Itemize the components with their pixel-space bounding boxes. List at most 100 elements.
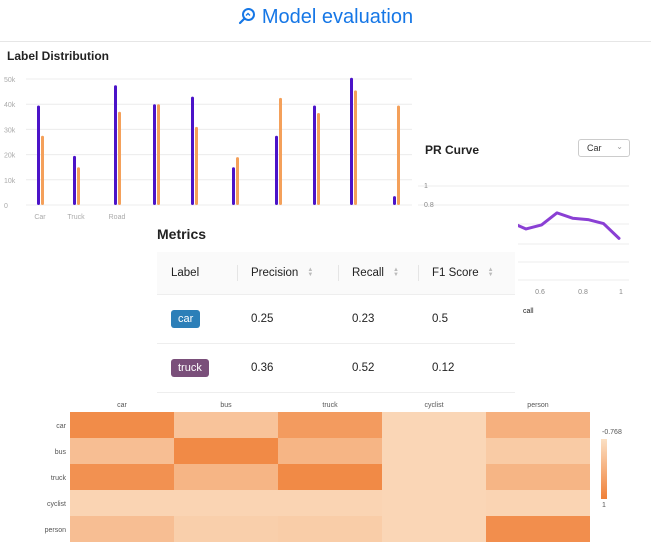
- column-label: car: [117, 402, 127, 409]
- bar: [157, 104, 160, 205]
- heatmap-cell: [70, 412, 174, 438]
- column-label: cyclist: [424, 402, 443, 409]
- heatmap-cell: [382, 490, 486, 516]
- label-distribution-panel: Label Distribution 0 10k 20k 30k 40k 50k Car Tr…: [0, 42, 420, 232]
- bar: [317, 113, 320, 205]
- class-select[interactable]: Car ⌄: [578, 139, 630, 157]
- chevron-down-icon: ⌄: [616, 142, 623, 151]
- x-tick-label: 0.8: [578, 289, 588, 296]
- bar: [350, 77, 353, 205]
- x-tick-label: 0.6: [535, 289, 545, 296]
- bar: [73, 155, 76, 205]
- y-tick-label: 10k: [4, 178, 16, 185]
- bar: [114, 85, 117, 205]
- heatmap-cell: [70, 464, 174, 490]
- heatmap-cell: [382, 464, 486, 490]
- heatmap-cell: [174, 464, 278, 490]
- f1-cell: 0.12: [418, 343, 515, 393]
- bar: [41, 135, 44, 205]
- color-scale-label: 1: [602, 502, 606, 509]
- heatmap-cell: [70, 516, 174, 542]
- bar: [393, 196, 396, 205]
- bar: [195, 126, 198, 205]
- magnifier-icon: [238, 7, 256, 31]
- page-header: Model evaluation: [0, 0, 651, 42]
- bar: [77, 167, 80, 205]
- column-label: bus: [220, 402, 232, 409]
- heatmap-cell: [486, 438, 590, 464]
- y-tick-label: 50k: [4, 77, 16, 84]
- heatmap-cell: [278, 516, 382, 542]
- y-tick-label: 0.8: [424, 202, 434, 209]
- metrics-panel: Metrics Label Precision ▲ ▼ Recall ▲ ▼ F1 Sc…: [140, 218, 518, 393]
- bar: [354, 90, 357, 205]
- column-label: truck: [322, 402, 338, 409]
- sort-icon[interactable]: ▲ ▼: [392, 266, 399, 278]
- pr-curve-title: PR Curve: [425, 143, 480, 157]
- recall-cell: 0.52: [338, 343, 418, 393]
- precision-cell: 0.36: [237, 343, 338, 393]
- heatmap-cell: [278, 412, 382, 438]
- confusion-matrix-panel: car bus truck cyclist person car bus truck cycli…: [0, 392, 651, 553]
- label-distribution-title: Label Distribution: [7, 49, 109, 63]
- bar: [397, 105, 400, 205]
- row-label: cyclist: [47, 501, 66, 508]
- color-scale-bar: [601, 439, 607, 499]
- page-title: Model evaluation: [0, 6, 651, 31]
- sort-icon[interactable]: ▲ ▼: [487, 266, 494, 278]
- metrics-title: Metrics: [157, 226, 207, 242]
- bar: [37, 105, 40, 205]
- row-label: car: [56, 423, 66, 430]
- table-row: car 0.25 0.23 0.5: [157, 294, 515, 344]
- heatmap-cell: [486, 464, 590, 490]
- y-tick-label: 30k: [4, 127, 16, 134]
- table-row: truck 0.36 0.52 0.12: [157, 343, 515, 393]
- heatmap-cell: [278, 464, 382, 490]
- bar: [191, 96, 194, 205]
- heatmap-cell: [382, 516, 486, 542]
- sort-icon[interactable]: ▲ ▼: [307, 266, 314, 278]
- heatmap-cell: [174, 412, 278, 438]
- column-header-f1[interactable]: F1 Score ▲ ▼: [418, 252, 515, 295]
- x-tick-label: Truck: [67, 214, 85, 221]
- metrics-table: Label Precision ▲ ▼ Recall ▲ ▼ F1 Score ▲ ▼ ca…: [157, 252, 515, 393]
- heatmap-cell: [486, 412, 590, 438]
- x-tick-label: 1: [619, 289, 623, 296]
- bar: [279, 97, 282, 205]
- pr-curve-chart: 1 0.8 0.6 0.8 1 call: [418, 183, 629, 315]
- heatmap-cell: [70, 438, 174, 464]
- confusion-matrix-chart: car bus truck cyclist person car bus truck cycli…: [45, 402, 622, 542]
- precision-cell: 0.25: [237, 294, 338, 344]
- column-header-label: Label: [157, 252, 237, 295]
- column-label: person: [527, 402, 549, 409]
- x-tick-label: Road: [109, 214, 126, 221]
- x-tick-label: Car: [34, 214, 46, 221]
- bar: [153, 104, 156, 205]
- heatmap-cell: [174, 438, 278, 464]
- bar: [236, 157, 239, 205]
- bar: [275, 135, 278, 205]
- heatmap-cell: [278, 438, 382, 464]
- y-tick-label: 40k: [4, 102, 16, 109]
- heatmap-cell: [174, 490, 278, 516]
- bar: [313, 105, 316, 205]
- row-label: person: [45, 527, 67, 534]
- x-axis-label: call: [523, 308, 534, 315]
- bar: [118, 111, 121, 205]
- column-header-recall[interactable]: Recall ▲ ▼: [338, 252, 418, 295]
- heatmap-cell: [174, 516, 278, 542]
- heatmap-cell: [486, 516, 590, 542]
- heatmap-cell: [382, 438, 486, 464]
- label-tag-car: car: [171, 310, 201, 328]
- y-tick-label: 20k: [4, 153, 16, 160]
- label-tag-truck: truck: [171, 359, 209, 377]
- recall-cell: 0.23: [338, 294, 418, 344]
- f1-cell: 0.5: [418, 294, 515, 344]
- heatmap-cell: [278, 490, 382, 516]
- label-distribution-chart: 0 10k 20k 30k 40k 50k Car Truck Road: [4, 77, 412, 221]
- color-scale-label: -0.768: [602, 429, 622, 436]
- metrics-header-row: Label Precision ▲ ▼ Recall ▲ ▼ F1 Score ▲ ▼: [157, 252, 515, 295]
- column-header-precision[interactable]: Precision ▲ ▼: [237, 252, 338, 295]
- page-title-text: Model evaluation: [261, 6, 414, 28]
- heatmap-cell: [382, 412, 486, 438]
